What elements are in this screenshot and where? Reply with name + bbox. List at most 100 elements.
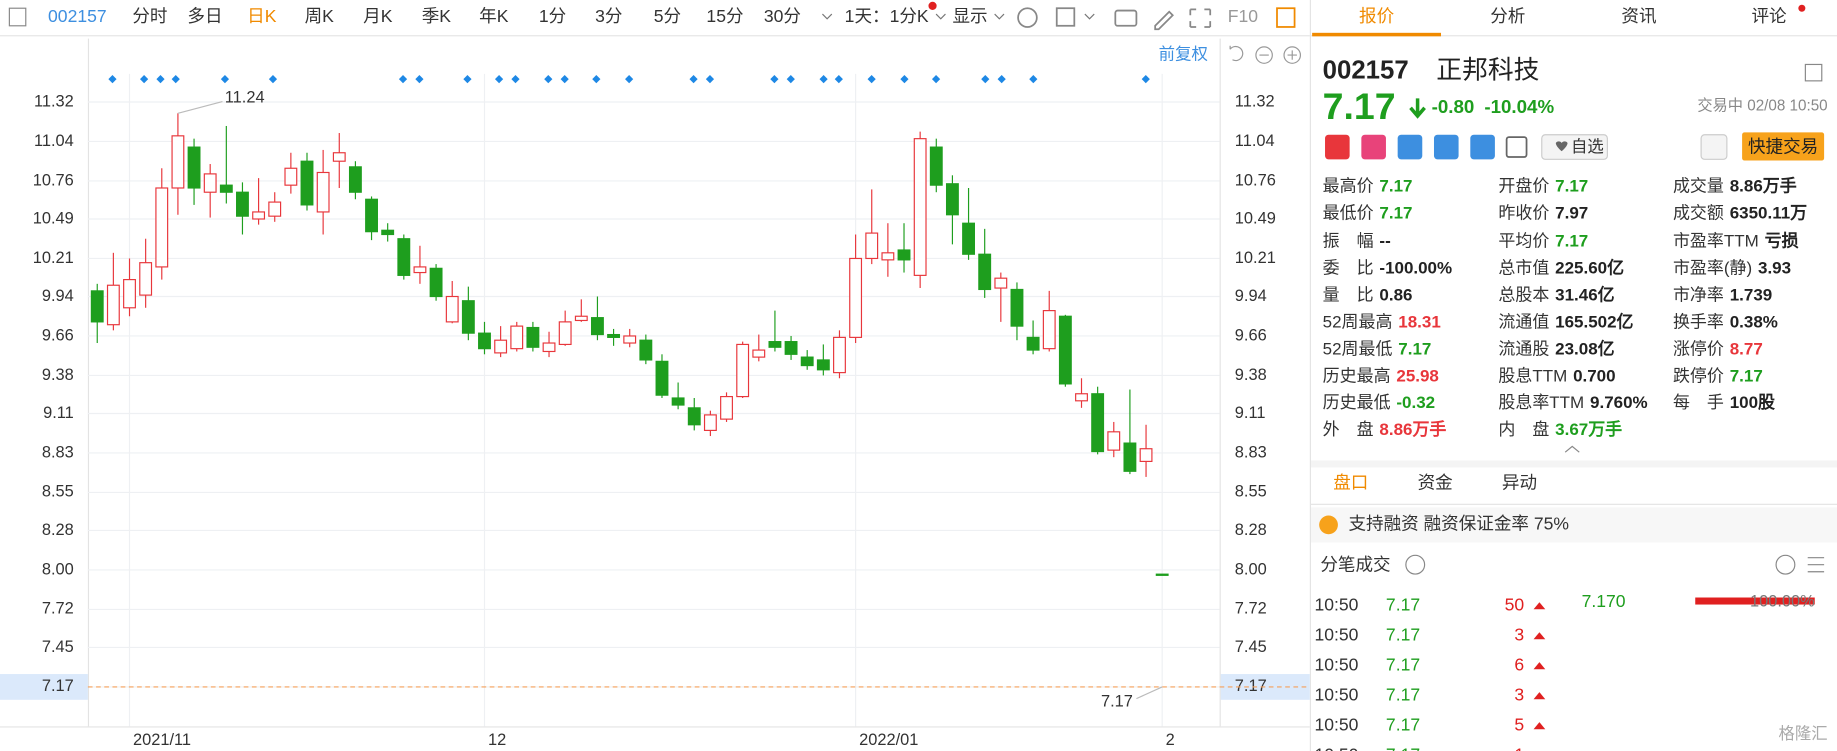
stat-value: 225.60亿 bbox=[1555, 258, 1624, 278]
candle-body bbox=[106, 284, 120, 326]
stat-row: 委 比 -100.00% bbox=[1323, 259, 1452, 278]
panel-tab[interactable]: 分析 bbox=[1490, 6, 1525, 26]
candle-body bbox=[945, 183, 959, 216]
event-marker[interactable] bbox=[625, 74, 634, 84]
period-tab[interactable]: 分时 bbox=[132, 6, 167, 26]
watch-button[interactable] bbox=[1541, 134, 1608, 160]
stat-label: 市净率 bbox=[1673, 286, 1724, 305]
alert-button[interactable] bbox=[1700, 134, 1728, 160]
event-marker[interactable] bbox=[268, 74, 278, 84]
event-marker[interactable] bbox=[900, 74, 909, 84]
event-marker[interactable] bbox=[140, 74, 149, 84]
event-marker[interactable] bbox=[867, 74, 876, 84]
event-marker[interactable] bbox=[997, 74, 1006, 84]
event-marker[interactable] bbox=[981, 74, 990, 84]
candle-body bbox=[962, 222, 976, 255]
event-marker[interactable] bbox=[770, 74, 779, 84]
display-select[interactable]: 显示 bbox=[952, 6, 987, 26]
adjustment[interactable]: 前复权 bbox=[1159, 45, 1208, 63]
red-dot bbox=[928, 1, 937, 10]
event-marker[interactable] bbox=[786, 74, 795, 84]
event-marker[interactable] bbox=[592, 74, 601, 84]
period-tab[interactable]: 1分 bbox=[539, 6, 566, 26]
period-tab[interactable]: 季K bbox=[422, 6, 452, 26]
event-marker[interactable] bbox=[560, 74, 569, 84]
candle-body bbox=[542, 342, 556, 353]
panel-tab[interactable]: 评论 bbox=[1751, 6, 1787, 26]
y-tick-label: 9.94 bbox=[42, 287, 74, 305]
pencil-icon[interactable] bbox=[1154, 10, 1174, 31]
stock-code[interactable]: 002157 bbox=[48, 6, 107, 26]
period-tab[interactable]: 15分 bbox=[706, 6, 743, 26]
event-marker[interactable] bbox=[156, 74, 165, 84]
swap-icon[interactable] bbox=[1397, 134, 1423, 160]
period-tab[interactable]: 周K bbox=[305, 6, 335, 26]
flag-icon[interactable] bbox=[1325, 134, 1350, 160]
trade-button[interactable] bbox=[1742, 132, 1825, 161]
layout-icon[interactable] bbox=[1804, 63, 1823, 82]
trade-status: 交易中 02/08 10:50 bbox=[1697, 97, 1827, 115]
event-marker[interactable] bbox=[463, 74, 472, 84]
candle-body bbox=[607, 333, 621, 338]
period-select[interactable]: 1天：1分K bbox=[845, 6, 929, 26]
note-icon[interactable] bbox=[1505, 136, 1528, 158]
trade-up-arrow bbox=[1533, 662, 1546, 670]
run-icon[interactable] bbox=[1361, 134, 1386, 160]
period-tab[interactable]: 多日 bbox=[187, 6, 222, 26]
event-marker[interactable] bbox=[544, 74, 553, 84]
event-marker[interactable] bbox=[220, 74, 230, 84]
period-tab[interactable]: 3分 bbox=[595, 6, 622, 26]
settings-icon[interactable] bbox=[1017, 7, 1038, 28]
event-marker[interactable] bbox=[689, 74, 698, 84]
panel-tab[interactable]: 报价 bbox=[1359, 6, 1395, 26]
tag-icon[interactable] bbox=[1470, 134, 1495, 160]
event-marker[interactable] bbox=[1141, 74, 1150, 84]
stat-label: 内 盘 bbox=[1498, 421, 1549, 440]
list-icon[interactable] bbox=[1807, 557, 1825, 573]
period-tab[interactable]: 年K bbox=[479, 6, 509, 26]
event-marker[interactable] bbox=[171, 74, 180, 84]
watch-label[interactable]: 自选 bbox=[1571, 138, 1604, 156]
help-icon[interactable] bbox=[1405, 554, 1426, 575]
event-marker[interactable] bbox=[398, 74, 408, 84]
candle-body bbox=[1107, 431, 1121, 451]
sub-tab[interactable]: 盘口 bbox=[1333, 473, 1368, 493]
sub-tab[interactable]: 资金 bbox=[1418, 473, 1454, 493]
candle-body bbox=[1091, 393, 1105, 453]
stat-value: 100股 bbox=[1730, 394, 1775, 413]
period-tab[interactable]: 30分 bbox=[764, 6, 801, 26]
event-marker[interactable] bbox=[705, 74, 715, 84]
sub-tab[interactable]: 异动 bbox=[1502, 473, 1537, 493]
collapse-icon[interactable] bbox=[1564, 445, 1580, 453]
period-tab[interactable]: 日K bbox=[247, 6, 277, 26]
zoom-out[interactable] bbox=[1255, 46, 1273, 64]
period-tab[interactable]: 5分 bbox=[654, 6, 681, 26]
event-marker[interactable] bbox=[931, 74, 941, 84]
event-marker[interactable] bbox=[415, 74, 424, 84]
stat-row: 昨收价 7.97 bbox=[1498, 204, 1588, 223]
stat-row: 历史最高 25.98 bbox=[1323, 367, 1439, 386]
panel-toggle[interactable] bbox=[1276, 7, 1296, 28]
y-tick-label: 7.45 bbox=[42, 638, 74, 656]
sidebar-icon[interactable] bbox=[8, 7, 27, 27]
event-marker[interactable] bbox=[494, 74, 504, 84]
trade-label[interactable]: 快捷交易 bbox=[1748, 136, 1818, 156]
period-tab[interactable]: 月K bbox=[363, 6, 393, 26]
expand-icon[interactable] bbox=[1189, 8, 1212, 28]
dollar-icon[interactable] bbox=[1433, 134, 1459, 160]
section-gap bbox=[1310, 460, 1837, 468]
zoom-in[interactable] bbox=[1283, 46, 1302, 64]
square-icon[interactable] bbox=[1055, 7, 1076, 27]
event-marker[interactable] bbox=[834, 74, 843, 84]
candle-body bbox=[123, 279, 136, 309]
camera-icon[interactable] bbox=[1114, 9, 1138, 27]
more-icon[interactable] bbox=[1775, 554, 1796, 575]
reset-icon[interactable] bbox=[1229, 45, 1244, 62]
trade-up-arrow bbox=[1533, 692, 1546, 700]
f10-button[interactable]: F10 bbox=[1228, 6, 1258, 26]
trade-volume: 6 bbox=[1514, 654, 1524, 674]
event-marker[interactable] bbox=[108, 74, 117, 84]
event-marker[interactable] bbox=[819, 74, 828, 84]
panel-tab[interactable]: 资讯 bbox=[1621, 6, 1656, 26]
